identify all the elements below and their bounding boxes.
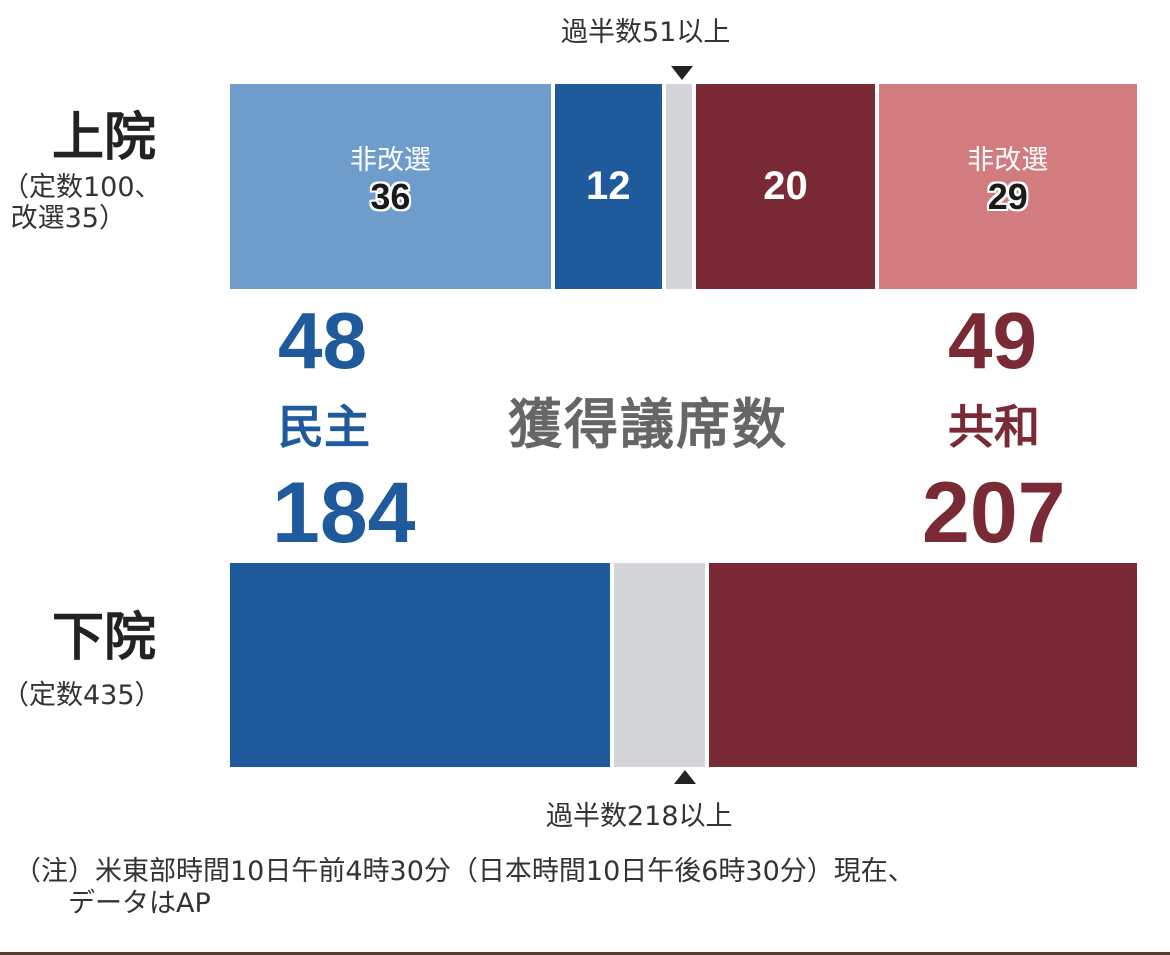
- senate-title: 上院: [52, 108, 157, 168]
- senate-segment-1-caption: 非改選: [349, 144, 431, 176]
- house-segment-3: [709, 563, 1137, 767]
- house-subtitle: （定数435）: [2, 680, 162, 711]
- senate-majority-marker-icon: [671, 66, 693, 80]
- senate-segment-5-value: 29: [987, 175, 1028, 217]
- senate-segment-5: 非改選 29: [878, 84, 1137, 289]
- house-majority-label: 過半数218以上: [546, 801, 733, 832]
- senate-segment-5-label: 非改選 29: [879, 145, 1137, 217]
- senate-segment-3: [665, 84, 693, 289]
- senate-segment-5-caption: 非改選: [967, 144, 1049, 176]
- senate-segment-2: 12: [554, 84, 662, 289]
- seats-won-label: 獲得議席数: [508, 393, 788, 456]
- senate-segment-4: 20: [696, 84, 875, 289]
- rep-party-name: 共和: [948, 400, 1040, 454]
- bottom-border: [0, 952, 1170, 955]
- senate-majority-label: 過半数51以上: [561, 17, 731, 48]
- senate-segment-1-value: 36: [370, 175, 411, 217]
- dem-party-name: 民主: [278, 400, 370, 454]
- senate-segment-1-label: 非改選 36: [230, 145, 551, 217]
- house-segment-1: [230, 563, 611, 767]
- senate-segment-4-label: 20: [763, 163, 808, 208]
- house-majority-marker-icon: [674, 770, 696, 784]
- senate-bar: 非改選 36 12 20 非改選 29: [230, 84, 1137, 289]
- senate-segment-1: 非改選 36: [230, 84, 551, 289]
- senate-segment-2-label: 12: [585, 163, 631, 208]
- rep-house-total: 207: [922, 465, 1066, 561]
- house-bar: [230, 563, 1137, 767]
- dem-house-total: 184: [272, 465, 416, 561]
- house-title: 下院: [52, 608, 157, 668]
- rep-senate-total: 49: [948, 296, 1037, 385]
- house-segment-2: [614, 563, 706, 767]
- dem-senate-total: 48: [278, 296, 367, 385]
- senate-subtitle: （定数100、 改選35）: [2, 172, 162, 235]
- footnote: （注）米東部時間10日午前4時30分（日本時間10日午後6時30分）現在、 デー…: [14, 856, 915, 920]
